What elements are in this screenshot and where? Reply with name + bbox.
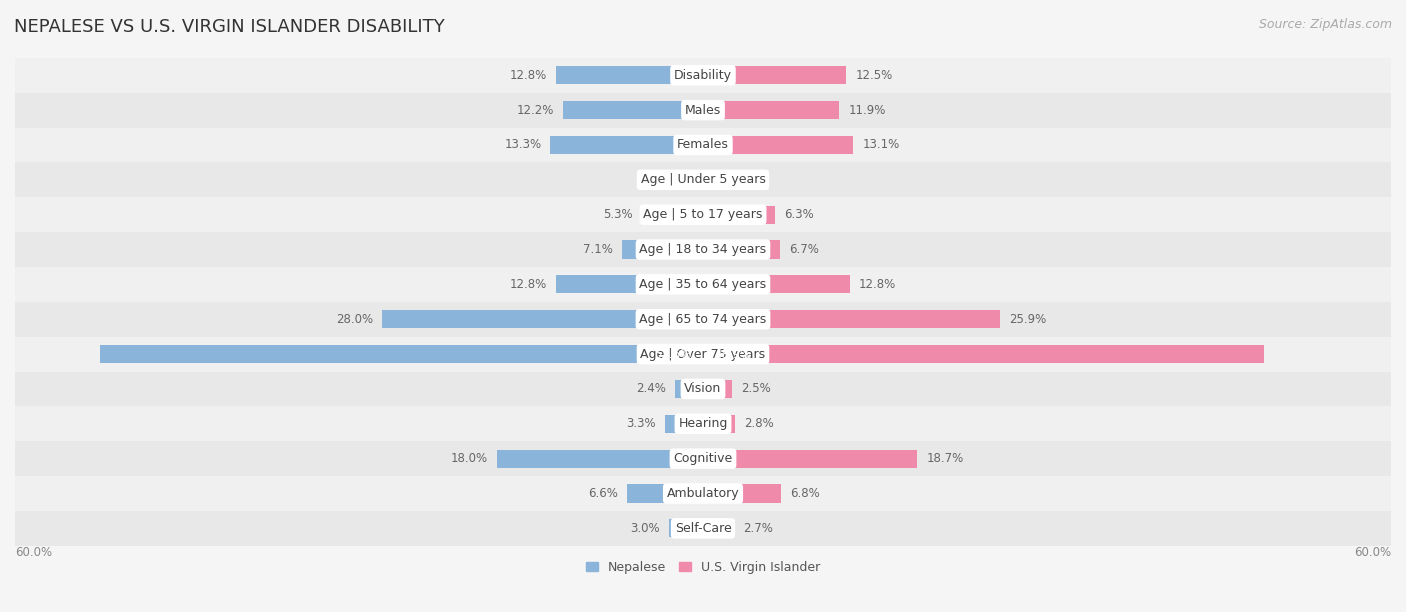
Text: Self-Care: Self-Care (675, 522, 731, 535)
Bar (703, 66, 846, 84)
Legend: Nepalese, U.S. Virgin Islander: Nepalese, U.S. Virgin Islander (585, 561, 821, 573)
Text: 12.8%: 12.8% (510, 69, 547, 82)
Bar (557, 275, 703, 293)
Bar (703, 310, 1000, 328)
Bar (703, 345, 1264, 363)
Bar (703, 520, 734, 537)
Bar (100, 345, 703, 363)
FancyBboxPatch shape (15, 406, 1391, 441)
Text: 12.2%: 12.2% (516, 103, 554, 117)
Bar (564, 101, 703, 119)
Text: 12.8%: 12.8% (510, 278, 547, 291)
FancyBboxPatch shape (15, 58, 1391, 92)
Bar (703, 450, 918, 468)
Text: 13.3%: 13.3% (505, 138, 541, 152)
Text: Males: Males (685, 103, 721, 117)
Text: NEPALESE VS U.S. VIRGIN ISLANDER DISABILITY: NEPALESE VS U.S. VIRGIN ISLANDER DISABIL… (14, 18, 444, 36)
Text: 12.5%: 12.5% (855, 69, 893, 82)
Text: Ambulatory: Ambulatory (666, 487, 740, 500)
Bar (703, 415, 735, 433)
Text: 2.5%: 2.5% (741, 382, 770, 395)
Text: Vision: Vision (685, 382, 721, 395)
Text: 25.9%: 25.9% (1010, 313, 1046, 326)
Text: 48.9%: 48.9% (714, 348, 752, 360)
Text: 28.0%: 28.0% (336, 313, 373, 326)
Bar (665, 415, 703, 433)
Text: 12.8%: 12.8% (859, 278, 896, 291)
Text: 52.6%: 52.6% (654, 348, 692, 360)
Text: Source: ZipAtlas.com: Source: ZipAtlas.com (1258, 18, 1392, 31)
Bar (703, 206, 775, 224)
Text: Hearing: Hearing (678, 417, 728, 430)
FancyBboxPatch shape (15, 127, 1391, 162)
Text: 0.97%: 0.97% (645, 173, 683, 186)
Text: 60.0%: 60.0% (1354, 546, 1391, 559)
Text: 11.9%: 11.9% (849, 103, 886, 117)
Text: 2.8%: 2.8% (744, 417, 775, 430)
Bar (703, 485, 780, 502)
FancyBboxPatch shape (15, 162, 1391, 197)
Bar (703, 136, 853, 154)
Text: Females: Females (678, 138, 728, 152)
Bar (382, 310, 703, 328)
Text: 2.7%: 2.7% (744, 522, 773, 535)
Text: Disability: Disability (673, 69, 733, 82)
FancyBboxPatch shape (15, 337, 1391, 371)
Bar (496, 450, 703, 468)
Text: 2.4%: 2.4% (637, 382, 666, 395)
Text: Age | Under 5 years: Age | Under 5 years (641, 173, 765, 186)
Text: 13.1%: 13.1% (862, 138, 900, 152)
Bar (703, 380, 731, 398)
Bar (669, 520, 703, 537)
Bar (675, 380, 703, 398)
FancyBboxPatch shape (15, 441, 1391, 476)
Text: Age | 18 to 34 years: Age | 18 to 34 years (640, 243, 766, 256)
Text: Age | 65 to 74 years: Age | 65 to 74 years (640, 313, 766, 326)
FancyBboxPatch shape (15, 511, 1391, 546)
Text: Cognitive: Cognitive (673, 452, 733, 465)
Bar (703, 275, 849, 293)
Text: 5.3%: 5.3% (603, 208, 633, 221)
FancyBboxPatch shape (15, 267, 1391, 302)
Bar (621, 241, 703, 259)
Text: 18.7%: 18.7% (927, 452, 965, 465)
Text: 6.7%: 6.7% (789, 243, 818, 256)
FancyBboxPatch shape (15, 371, 1391, 406)
Bar (703, 241, 780, 259)
FancyBboxPatch shape (15, 476, 1391, 511)
FancyBboxPatch shape (15, 232, 1391, 267)
Bar (643, 206, 703, 224)
Bar (627, 485, 703, 502)
FancyBboxPatch shape (15, 92, 1391, 127)
Text: 3.0%: 3.0% (630, 522, 659, 535)
Text: 6.8%: 6.8% (790, 487, 820, 500)
Text: 6.3%: 6.3% (785, 208, 814, 221)
Text: 60.0%: 60.0% (15, 546, 52, 559)
Bar (692, 171, 703, 189)
Text: Age | 5 to 17 years: Age | 5 to 17 years (644, 208, 762, 221)
Bar (703, 101, 839, 119)
Bar (551, 136, 703, 154)
Text: 18.0%: 18.0% (450, 452, 488, 465)
Text: 1.3%: 1.3% (727, 173, 756, 186)
Text: 3.3%: 3.3% (626, 417, 657, 430)
FancyBboxPatch shape (15, 197, 1391, 232)
Text: 6.6%: 6.6% (588, 487, 619, 500)
Bar (557, 66, 703, 84)
Text: Age | Over 75 years: Age | Over 75 years (641, 348, 765, 360)
Text: Age | 35 to 64 years: Age | 35 to 64 years (640, 278, 766, 291)
FancyBboxPatch shape (15, 302, 1391, 337)
Text: 7.1%: 7.1% (582, 243, 613, 256)
Bar (703, 171, 718, 189)
